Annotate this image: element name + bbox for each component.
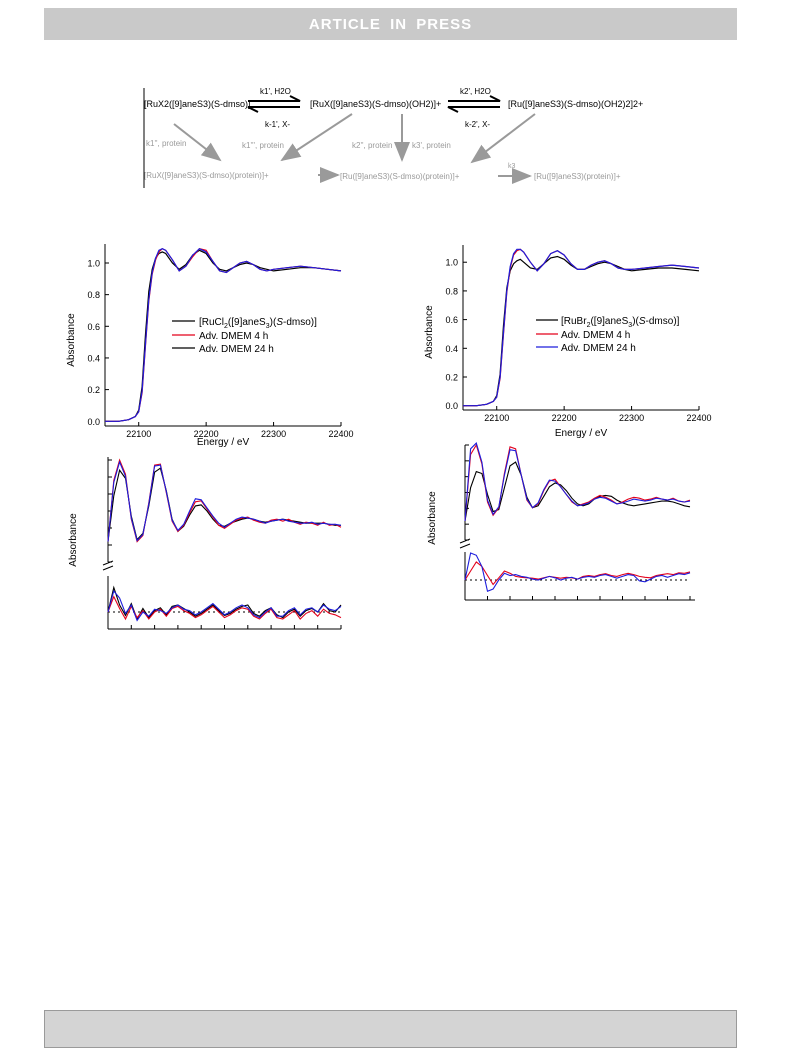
legend: [RuCl2([9]aneS3)(S-dmso)] Adv. DMEM 4 h … xyxy=(172,317,317,355)
exafs-series-3 xyxy=(107,460,342,542)
footer-citation-bar xyxy=(44,1010,737,1048)
species-5: [Ru([9]aneS3)(S-dmso)(protein)]+ xyxy=(340,172,460,181)
y-tick-label: 0.4 xyxy=(445,344,458,354)
legend-entry-2: Adv. DMEM 4 h xyxy=(199,331,268,342)
arrow-k3p xyxy=(470,113,536,164)
y-tick-label: 0.0 xyxy=(445,401,458,411)
y-axis-label: Absorbance xyxy=(424,305,435,359)
x-tick-label: 22200 xyxy=(552,413,577,423)
x-tick-label: 22200 xyxy=(194,429,219,439)
x-tick-label: 22300 xyxy=(619,413,644,423)
exafs-series-3 xyxy=(464,442,691,522)
exafs-series-1 xyxy=(107,467,341,542)
legend-entry-1: [RuBr2([9]aneS3)(S-dmso)] xyxy=(561,316,680,329)
exafs-series-2 xyxy=(107,458,342,543)
y-tick-label: 0.0 xyxy=(87,417,100,427)
plot-frame xyxy=(104,244,341,427)
plot-frame xyxy=(462,245,699,411)
species-4: [RuX([9]aneS3)(S-dmso)(protein)]+ xyxy=(144,171,269,180)
reaction-scheme: [RuX2([9]aneS3)(S-dmso)] [RuX([9]aneS3)(… xyxy=(143,87,643,188)
exafs-series-1 xyxy=(464,461,691,522)
article-in-press-banner: ARTICLE IN PRESS xyxy=(44,8,737,40)
legend: [RuBr2([9]aneS3)(S-dmso)] Adv. DMEM 4 h … xyxy=(536,316,680,354)
legend-entry-2: Adv. DMEM 4 h xyxy=(561,330,630,341)
xanes-chart-cl: 0.00.20.40.60.81.0 22100 22200 22300 22400 … xyxy=(66,244,354,448)
k1ppp-label: k1''', protein xyxy=(242,141,284,150)
residual-line-3 xyxy=(107,589,342,622)
x-axis-label: Energy / eV xyxy=(197,437,250,448)
k1pp-label: k1'', protein xyxy=(146,139,186,148)
k3-label: k3 xyxy=(508,163,516,170)
k2-reverse-label: k-2', X- xyxy=(465,120,490,129)
legend-entry-1: [RuCl2([9]aneS3)(S-dmso)] xyxy=(199,317,317,330)
species-2: [RuX([9]aneS3)(S-dmso)(OH2)]+ xyxy=(310,99,441,109)
y-tick-label: 0.6 xyxy=(445,315,458,325)
arrow-k1ppp xyxy=(280,113,353,162)
k2-forward-label: k2', H2O xyxy=(460,87,491,96)
x-tick-label: 22300 xyxy=(261,429,286,439)
y-axis-label: Absorbance xyxy=(66,313,77,367)
y-tick-label: 1.0 xyxy=(445,258,458,268)
banner-text: ARTICLE IN PRESS xyxy=(308,15,473,33)
y-axis-label: Absorbance xyxy=(68,513,79,567)
k2pp-label: k2'', protein xyxy=(352,141,392,150)
y-tick-label: 0.2 xyxy=(87,385,100,395)
y-tick-label: 1.0 xyxy=(87,258,100,268)
y-tick-label: 0.8 xyxy=(445,286,458,296)
y-axis-label: Absorbance xyxy=(427,491,438,545)
k1-forward-label: k1', H2O xyxy=(260,87,291,96)
plot-frame xyxy=(459,445,695,601)
x-tick-label: 22100 xyxy=(484,413,509,423)
y-tick-label: 0.2 xyxy=(445,373,458,383)
eq-arrow-1-forward xyxy=(248,95,301,102)
y-tick-label: 0.8 xyxy=(87,290,100,300)
eq-arrow-1-reverse xyxy=(247,106,300,113)
residual-line-2 xyxy=(107,595,342,621)
legend-entry-3: Adv. DMEM 24 h xyxy=(199,344,274,355)
series-line-3 xyxy=(463,248,700,407)
x-tick-label: 22100 xyxy=(126,429,151,439)
residual-line-2 xyxy=(464,552,691,593)
y-tick-label: 0.4 xyxy=(87,353,100,363)
eq-arrow-2-forward xyxy=(448,95,501,102)
species-6: [Ru([9]aneS3)(protein)]+ xyxy=(534,172,621,181)
series-line-3 xyxy=(105,247,342,422)
legend-entry-3: Adv. DMEM 24 h xyxy=(561,343,636,354)
x-tick-label: 22400 xyxy=(686,413,711,423)
species-3: [Ru([9]aneS3)(S-dmso)(OH2)2]2+ xyxy=(508,99,643,109)
exafs-chart-cl: Absorbance xyxy=(68,457,342,630)
residual-line-1 xyxy=(464,561,691,586)
eq-arrow-2-reverse xyxy=(447,106,500,113)
arrow-k1pp xyxy=(173,123,222,162)
x-axis-label: Energy / eV xyxy=(555,428,608,439)
species-1: [RuX2([9]aneS3)(S-dmso)] xyxy=(144,99,251,109)
y-tick-label: 0.6 xyxy=(87,322,100,332)
xanes-chart-br: 0.00.20.40.60.81.0 22100 22200 22300 22400 … xyxy=(424,245,712,439)
k3p-label: k3', protein xyxy=(412,141,451,150)
k1-reverse-label: k-1', X- xyxy=(265,120,290,129)
plot-frame xyxy=(102,457,341,630)
exafs-chart-br: Absorbance xyxy=(427,442,695,601)
x-tick-label: 22400 xyxy=(328,429,353,439)
